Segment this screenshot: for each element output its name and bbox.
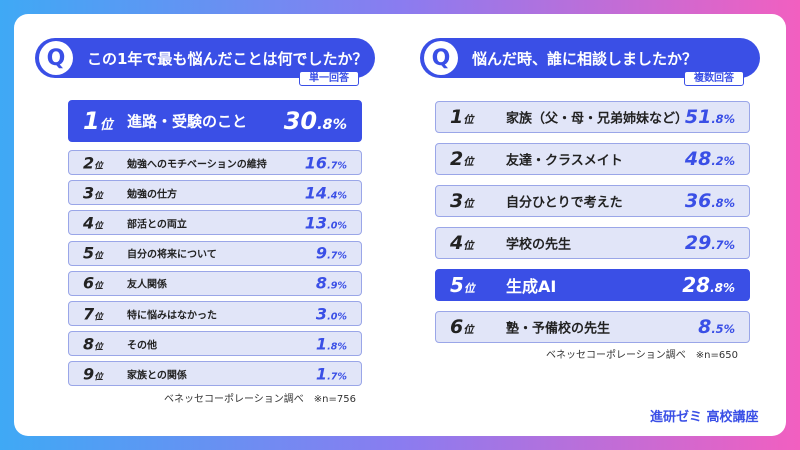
rank-row: 8位 その他 1.8% [68, 331, 362, 357]
q-badge: Q [424, 41, 458, 75]
rank-row: 3位 自分ひとりで考えた 36.8% [435, 185, 750, 217]
rank-row: 1位 家族（父・母・兄弟姉妹など） 51.8% [435, 101, 750, 133]
label: 勉強へのモチベーションの維持 [127, 159, 267, 170]
rank: 1位 [450, 106, 474, 128]
rank-row: 9位 家族との関係 1.7% [68, 361, 362, 387]
rank: 1位 [83, 107, 113, 135]
source: ベネッセコーポレーション調べ ※n=650 [546, 350, 738, 361]
label: その他 [127, 340, 157, 352]
value: 16.7% [304, 153, 347, 172]
rank: 4位 [83, 213, 103, 233]
value: 1.7% [315, 364, 347, 384]
rank: 6位 [83, 273, 103, 293]
value: 48.2% [684, 148, 735, 170]
rank: 2位 [450, 148, 474, 170]
label: 家族（父・母・兄弟姉妹など） [506, 111, 689, 127]
rank-row: 6位 友人関係 8.9% [68, 270, 362, 296]
question: 悩んだ時、誰に相談しましたか？ [472, 49, 698, 68]
value: 13.0% [304, 213, 347, 233]
answer-tag: 単一回答 [299, 71, 359, 86]
label: 自分の将来について [127, 249, 217, 261]
value: 1.8% [315, 334, 347, 354]
logo: 進研ゼミ 高校講座 [650, 410, 759, 425]
label: 家族との関係 [127, 370, 187, 382]
rank: 6位 [450, 316, 474, 338]
rank-row: 4位 学校の先生 29.7% [435, 227, 750, 259]
question-header: Q 悩んだ時、誰に相談しましたか？ [420, 38, 760, 78]
value: 8.9% [315, 273, 347, 293]
rank-row: 4位 部活との両立 13.0% [68, 210, 362, 236]
label: 進路・受験のこと [127, 112, 248, 131]
label: 塾・予備校の先生 [506, 321, 611, 337]
value: 8.5% [698, 316, 735, 338]
label: 特に悩みはなかった [127, 310, 217, 321]
q-badge: Q [39, 41, 73, 75]
rank-row: 3位 勉強の仕方 14.4% [68, 180, 362, 206]
value: 3.0% [315, 304, 347, 323]
question-header: Q この1年で最も悩んだことは何でしたか？ [35, 38, 375, 78]
label: 自分ひとりで考えた [506, 195, 623, 211]
rank: 2位 [83, 153, 103, 172]
rank-row: 5位 生成AI 28.8% [435, 269, 750, 301]
rank-row: 5位 自分の将来について 9.7% [68, 240, 362, 266]
answer-tag: 複数回答 [684, 71, 744, 86]
rank: 3位 [450, 190, 474, 212]
rank-row: 2位 勉強へのモチベーションの維持 16.7% [68, 150, 362, 175]
label: 学校の先生 [506, 237, 572, 253]
card: Q この1年で最も悩んだことは何でしたか？ 単一回答 1位 進路・受験のこと 30.8% 2… [14, 14, 786, 436]
rank-row: 2位 友達・クラスメイト 48.2% [435, 143, 750, 175]
value: 30.8% [283, 107, 347, 135]
source: ベネッセコーポレーション調べ ※n=756 [164, 394, 356, 405]
label: 部活との両立 [127, 219, 187, 231]
value: 36.8% [684, 190, 735, 212]
value: 29.7% [684, 232, 735, 254]
rank-row: 7位 特に悩みはなかった 3.0% [68, 301, 362, 326]
value: 14.4% [304, 183, 347, 203]
value: 51.8% [684, 106, 735, 128]
rank-row: 1位 進路・受験のこと 30.8% [68, 100, 362, 142]
rank-row: 6位 塾・予備校の先生 8.5% [435, 311, 750, 343]
rank: 3位 [83, 183, 103, 203]
label: 友人関係 [127, 279, 167, 291]
value: 9.7% [315, 243, 347, 263]
label: 友達・クラスメイト [506, 153, 623, 169]
rank: 9位 [83, 364, 103, 384]
question: この1年で最も悩んだことは何でしたか？ [87, 49, 368, 68]
rank: 8位 [83, 334, 103, 354]
rank: 7位 [83, 304, 103, 323]
label: 勉強の仕方 [127, 189, 177, 201]
value: 28.8% [682, 273, 735, 297]
rank: 4位 [450, 232, 474, 254]
rank: 5位 [450, 273, 475, 297]
rank: 5位 [83, 243, 103, 263]
label: 生成AI [506, 277, 557, 296]
